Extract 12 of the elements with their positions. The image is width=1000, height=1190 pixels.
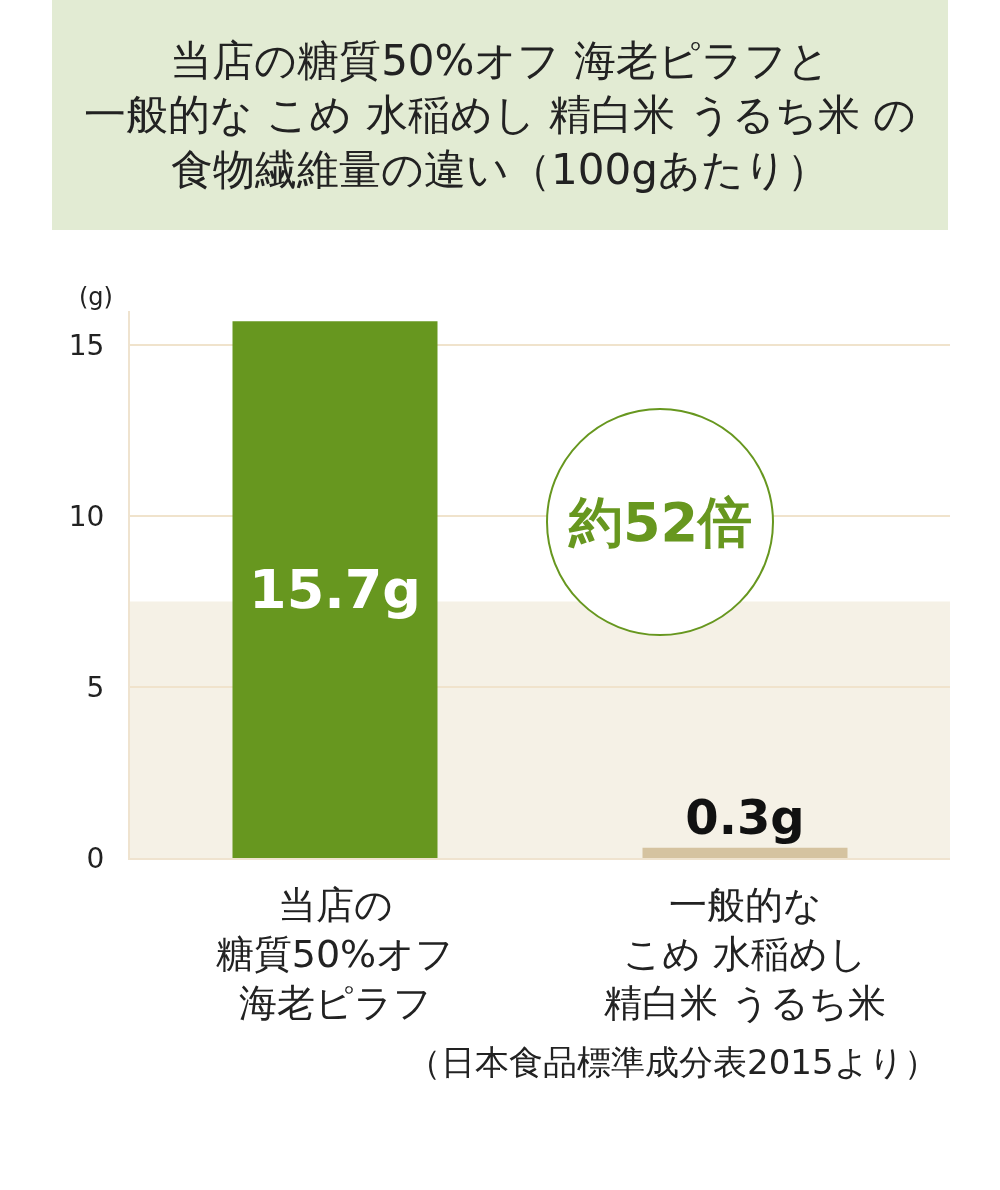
chart-title: 当店の糖質50%オフ 海老ピラフと一般的な こめ 水稲めし 精白米 うるち米 の食物繊維量の違い（100gあたり） [84, 35, 916, 195]
y-tick-label: 5 [86, 670, 105, 704]
data-label: 15.7g [249, 558, 421, 622]
text: （日本食品標準成分表2015より） [407, 1042, 938, 1082]
x-tick-label: 一般的なこめ 水稲めし精白米 うるち米 [604, 882, 886, 1026]
annotation: 約52倍 [567, 490, 753, 554]
y-tick-label: 15 [68, 328, 105, 362]
x-tick-label: 当店の糖質50%オフ海老ピラフ [215, 882, 455, 1026]
y-axis-title: (g) [79, 283, 113, 311]
y-tick-label: 0 [86, 841, 105, 875]
data-label: 0.3g [685, 788, 805, 845]
y-tick-label: 10 [68, 499, 105, 533]
